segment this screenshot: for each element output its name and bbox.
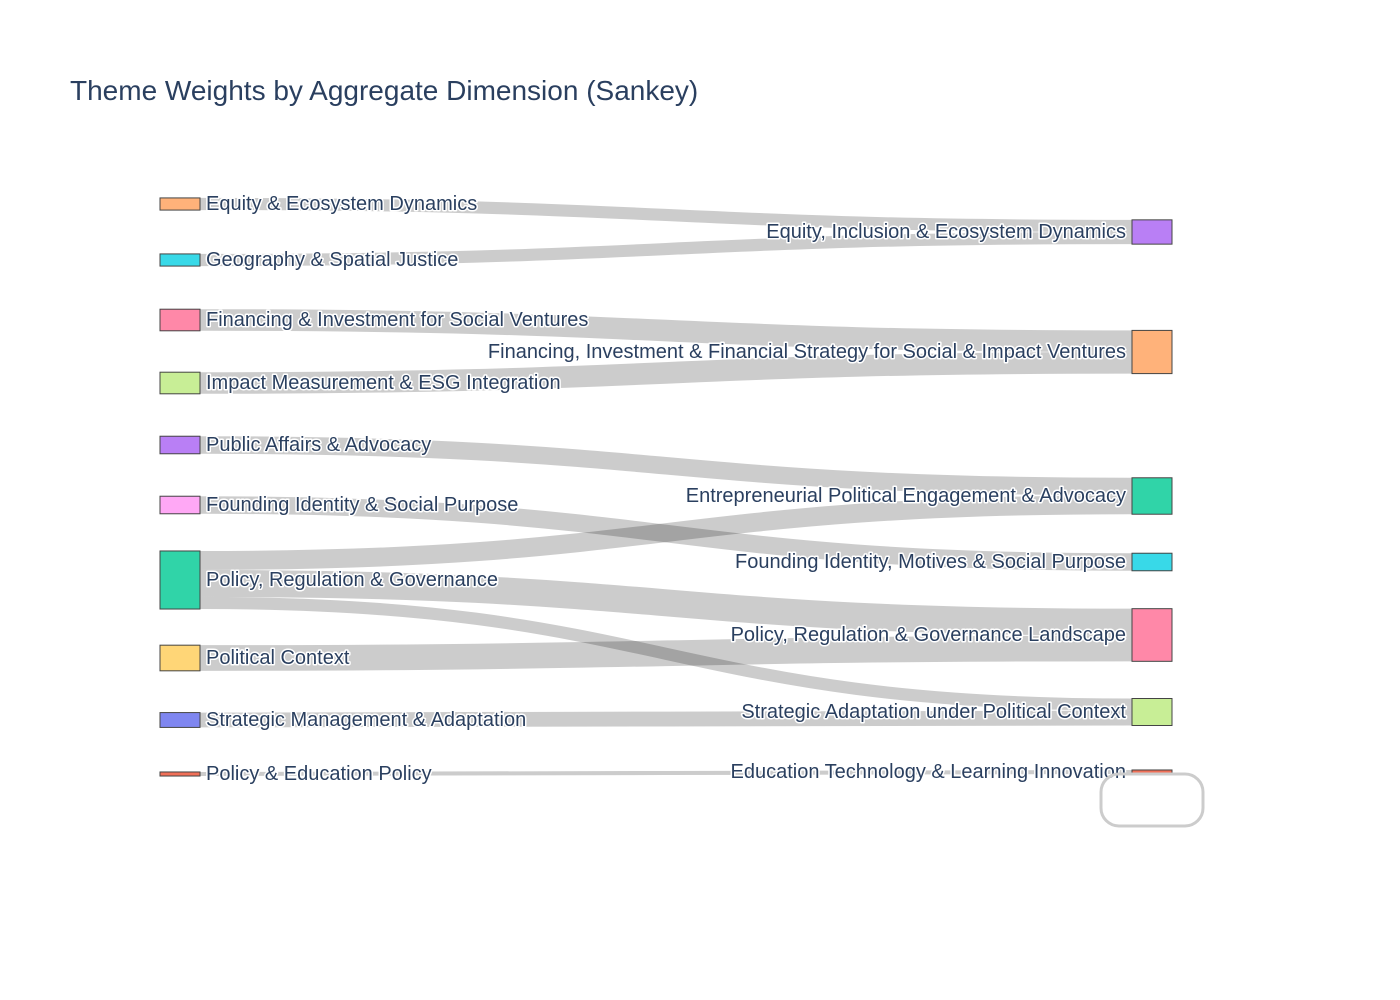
target-node-label: Financing, Investment & Financial Strate… (488, 341, 1126, 363)
sankey-link[interactable] (199, 569, 1133, 636)
source-node-label: Founding Identity & Social Purpose (206, 494, 518, 516)
source-node-label: Impact Measurement & ESG Integration (206, 372, 561, 394)
sankey-links (199, 197, 1133, 777)
target-node-label: Policy, Regulation & Governance Landscap… (731, 624, 1126, 646)
source-node[interactable] (159, 197, 201, 211)
source-node-label: Equity & Ecosystem Dynamics (206, 193, 477, 215)
sankey-link[interactable] (199, 197, 1133, 232)
target-node[interactable] (1131, 608, 1173, 662)
target-node[interactable] (1131, 329, 1173, 375)
sankey-link[interactable] (199, 232, 1133, 267)
target-node-label: Founding Identity, Motives & Social Purp… (735, 551, 1126, 573)
source-node[interactable] (159, 308, 201, 332)
source-node-label: Public Affairs & Advocacy (206, 434, 431, 456)
source-node[interactable] (159, 435, 201, 455)
source-node[interactable] (159, 495, 201, 515)
target-node[interactable] (1131, 477, 1173, 515)
sankey-labels: Equity & Ecosystem Dynamics Geography & S… (205, 192, 1128, 787)
target-node[interactable] (1131, 552, 1173, 572)
target-node-label: Entrepreneurial Political Engagement & A… (686, 485, 1126, 507)
sankey-nodes (159, 197, 1173, 777)
source-node-label: Policy, Regulation & Governance (206, 569, 498, 591)
source-node[interactable] (159, 550, 201, 610)
source-node[interactable] (159, 771, 201, 777)
source-node[interactable] (159, 253, 201, 267)
chart-title: Theme Weights by Aggregate Dimension (Sa… (70, 75, 698, 106)
sankey-link[interactable] (199, 635, 1133, 671)
sankey-link[interactable] (199, 769, 1133, 777)
modebar-button[interactable] (1099, 772, 1205, 828)
source-node[interactable] (159, 712, 201, 728)
source-node[interactable] (159, 371, 201, 395)
sankey-link[interactable] (199, 436, 1133, 496)
source-node-label: Geography & Spatial Justice (206, 249, 458, 271)
source-node-label: Policy & Education Policy (206, 763, 432, 785)
sankey-link[interactable] (199, 710, 1133, 728)
target-node[interactable] (1131, 219, 1173, 245)
target-node[interactable] (1131, 698, 1173, 726)
sankey-link[interactable] (199, 309, 1133, 352)
source-node-label: Strategic Management & Adaptation (206, 709, 526, 731)
source-node[interactable] (159, 644, 201, 672)
target-node-label: Strategic Adaptation under Political Con… (741, 701, 1126, 723)
sankey-link[interactable] (199, 495, 1133, 570)
target-node-label: Education Technology & Learning Innovati… (731, 761, 1126, 783)
target-node-label: Equity, Inclusion & Ecosystem Dynamics (766, 221, 1126, 243)
source-node-label: Political Context (206, 647, 350, 669)
sankey-link[interactable] (199, 496, 1133, 571)
sankey-link[interactable] (199, 352, 1133, 394)
source-node-label: Financing & Investment for Social Ventur… (206, 309, 588, 331)
sankey-link[interactable] (199, 596, 1133, 711)
